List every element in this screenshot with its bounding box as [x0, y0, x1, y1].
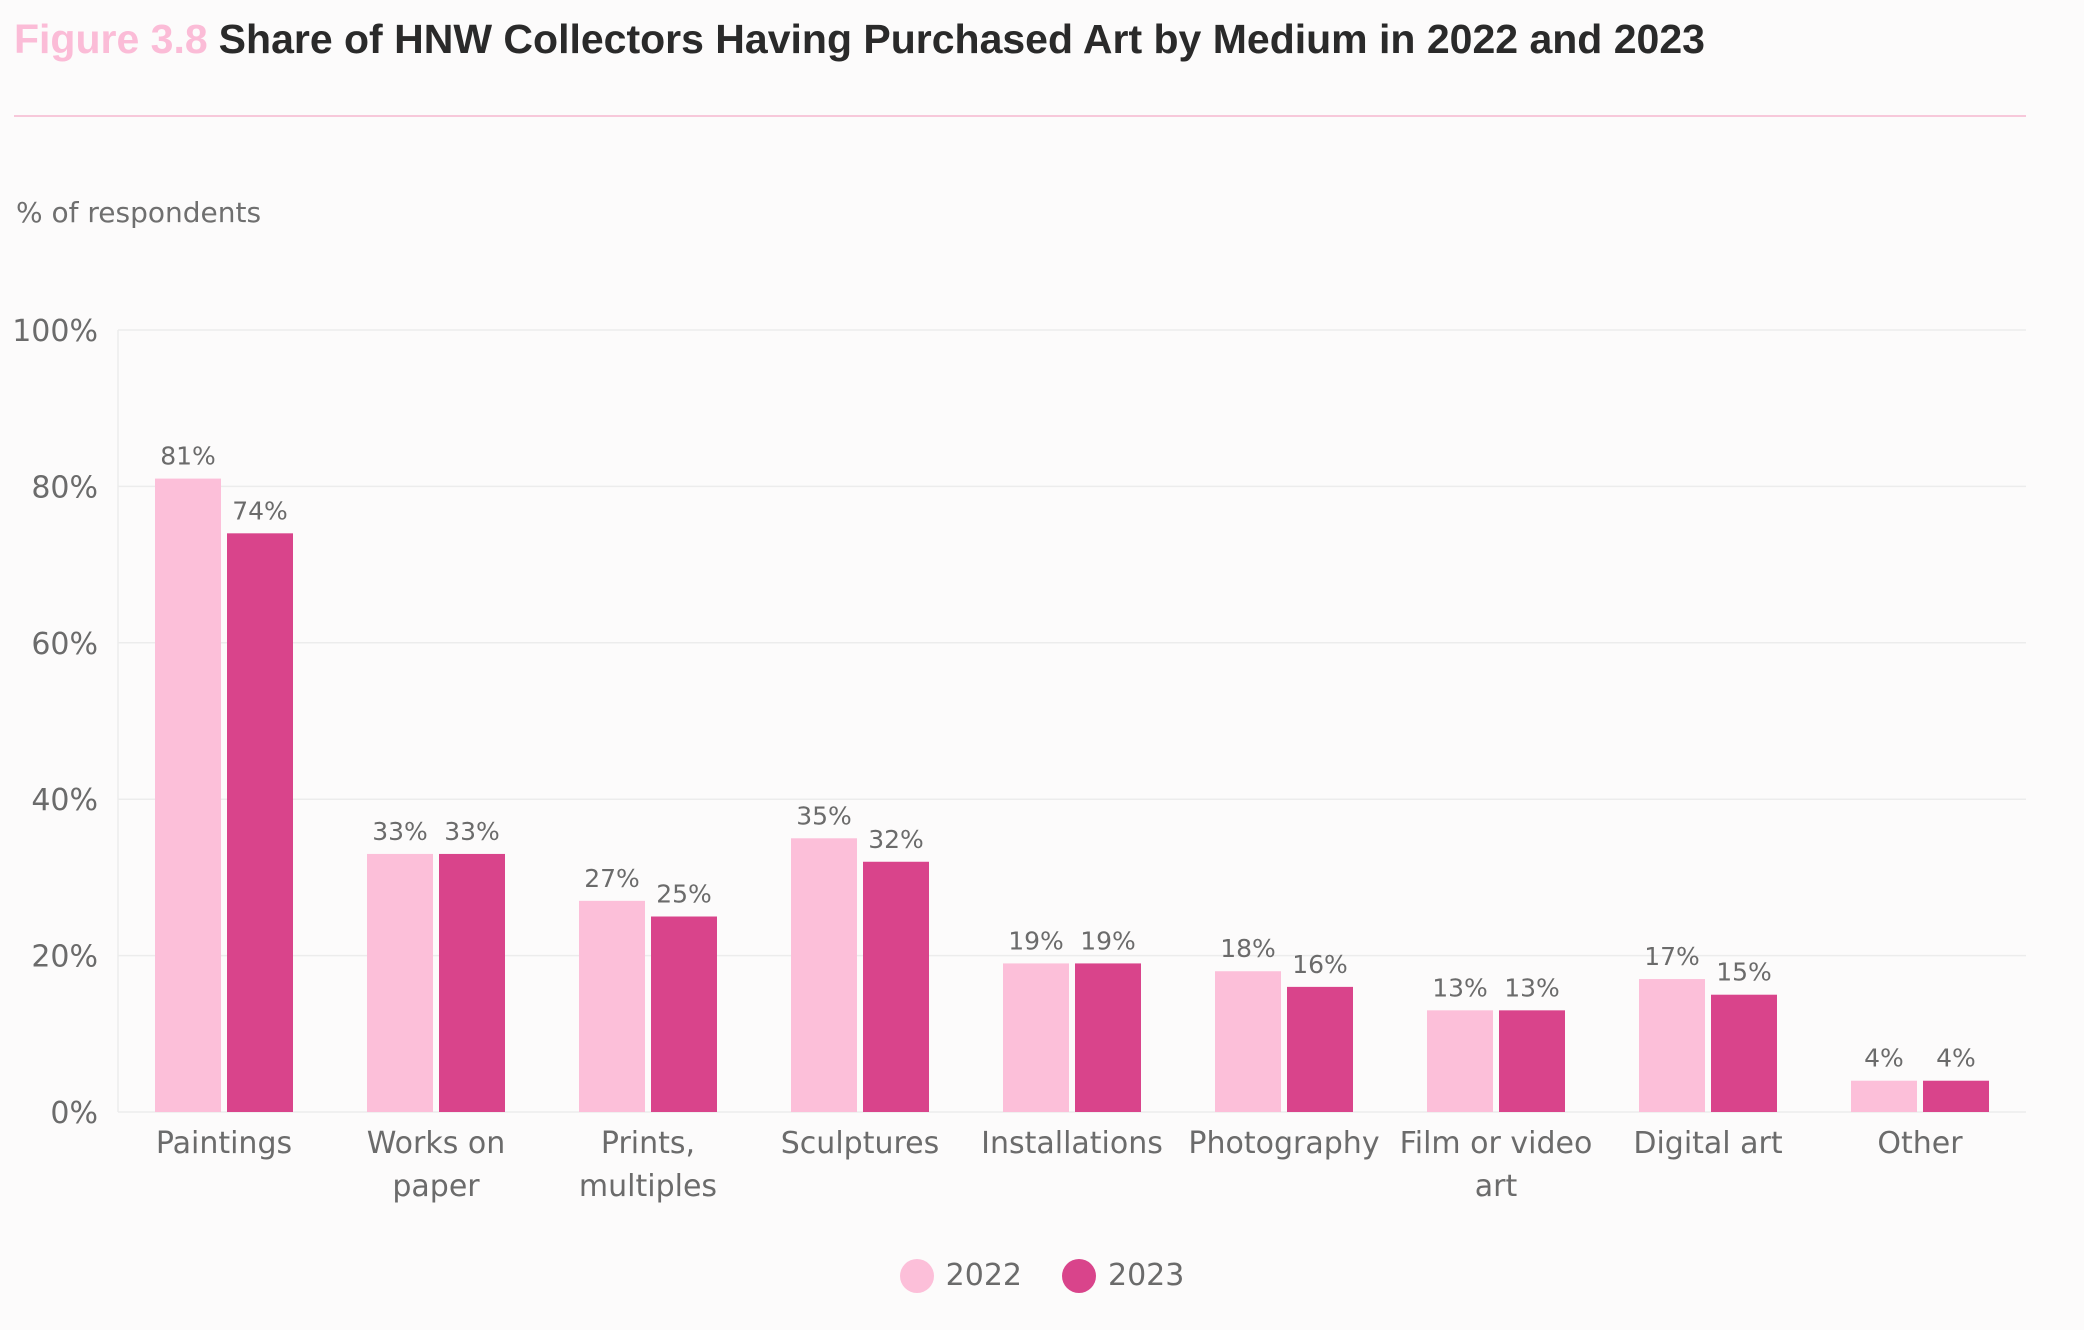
data-label-2023: 19%	[1080, 926, 1136, 955]
legend-label-2023: 2023	[1108, 1258, 1185, 1293]
bar-2022	[791, 838, 857, 1112]
data-label-2023: 16%	[1292, 950, 1348, 979]
bar-2022	[1215, 971, 1281, 1112]
data-label-2023: 15%	[1716, 958, 1772, 987]
data-label-2022: 33%	[372, 817, 428, 846]
y-tick-label: 20%	[31, 940, 98, 975]
y-tick-label: 60%	[31, 627, 98, 662]
bar-2023	[439, 853, 505, 1112]
data-label-2022: 4%	[1864, 1044, 1904, 1073]
title-divider	[14, 115, 2026, 117]
bar-chart: 0% 20% 40% 60% 80% 100% 81% 33% 27% 35% 19% 18% 13% 1…	[12, 314, 2026, 1204]
data-label-2022: 81%	[160, 442, 216, 471]
chart-header: Figure 3.8 Share of HNW Collectors Having…	[14, 16, 1705, 63]
bar-2023	[1075, 963, 1141, 1112]
x-tick-label: Prints, multiples	[579, 1126, 717, 1204]
y-tick-label: 40%	[31, 783, 98, 818]
bar-2022	[1639, 979, 1705, 1112]
x-tick-label: Film or video art	[1400, 1126, 1593, 1204]
legend-item-2022: 2022	[899, 1258, 1022, 1293]
x-tick-label: Works on paper	[367, 1126, 506, 1204]
y-tick-label: 0%	[50, 1096, 98, 1131]
chart-title: Share of HNW Collectors Having Purchased…	[218, 16, 1705, 62]
data-label-2023: 25%	[656, 880, 712, 909]
bar-2022	[1427, 1010, 1493, 1112]
bar-2023	[1711, 994, 1777, 1112]
bar-2022	[1003, 963, 1069, 1112]
x-tick-label: Other	[1877, 1126, 1963, 1161]
x-tick-label: Photography	[1188, 1126, 1379, 1161]
legend-label-2022: 2022	[945, 1258, 1022, 1293]
data-label-2022: 17%	[1644, 942, 1700, 971]
legend-swatch-2023	[1062, 1258, 1096, 1293]
legend-item-2023: 2023	[1062, 1258, 1184, 1293]
bar-2023	[863, 861, 929, 1112]
bar-2023	[1287, 986, 1353, 1112]
legend: 2022 2023	[0, 1258, 2084, 1293]
bar-2022	[155, 478, 221, 1113]
bar-2022	[1851, 1080, 1917, 1112]
data-label-2022: 19%	[1008, 926, 1064, 955]
bar-2023	[227, 533, 293, 1112]
data-label-2023: 13%	[1504, 973, 1560, 1002]
x-tick-label: Digital art	[1633, 1126, 1783, 1161]
data-label-2023: 33%	[444, 817, 500, 846]
y-tick-label: 100%	[12, 314, 98, 349]
bar-2023	[1923, 1080, 1989, 1112]
data-label-2023: 74%	[232, 496, 288, 525]
legend-swatch-2022	[899, 1258, 934, 1293]
y-tick-label: 80%	[31, 470, 98, 505]
data-label-2023: 32%	[868, 825, 924, 854]
figure-label: Figure 3.8	[14, 16, 208, 62]
x-tick-label: Paintings	[156, 1126, 292, 1161]
bar-2023	[651, 916, 717, 1112]
data-label-2022: 27%	[584, 864, 640, 893]
data-label-2023: 4%	[1936, 1044, 1976, 1073]
bar-2022	[579, 900, 645, 1112]
bar-2022	[367, 853, 433, 1112]
data-label-2022: 13%	[1432, 973, 1488, 1002]
y-axis-label: % of respondents	[16, 196, 262, 229]
x-tick-label: Sculptures	[781, 1126, 939, 1161]
bar-2023	[1499, 1010, 1565, 1112]
data-label-2022: 35%	[796, 801, 852, 830]
x-tick-label: Installations	[981, 1126, 1163, 1161]
data-label-2022: 18%	[1220, 934, 1276, 963]
